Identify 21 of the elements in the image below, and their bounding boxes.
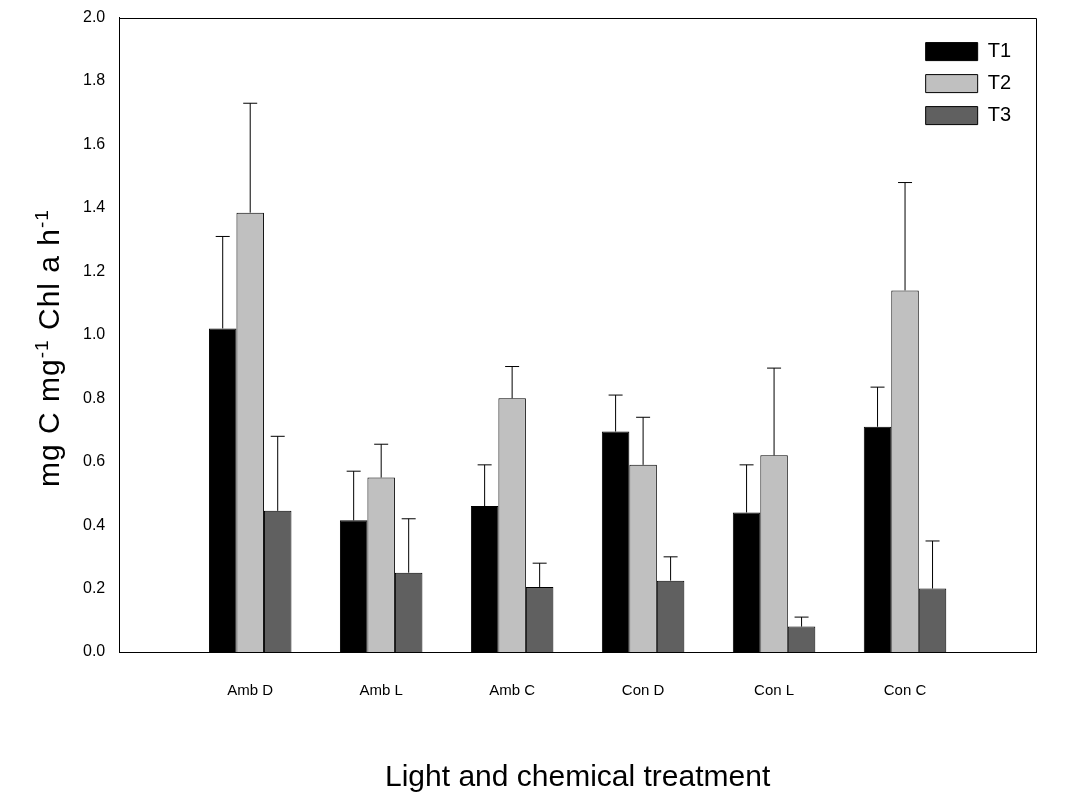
y-tick-label: 0.6 <box>82 452 106 470</box>
x-tick-label: Con D <box>621 681 665 699</box>
x-tick-label: Con L <box>754 681 795 699</box>
y-tick-label: 0.0 <box>82 642 106 660</box>
y-tick-label: 0.2 <box>82 578 106 596</box>
legend-label: T1 <box>987 39 1011 62</box>
legend-label: T3 <box>987 103 1011 126</box>
y-tick-label: 0.8 <box>82 388 106 406</box>
x-tick-label: Amb C <box>489 681 536 699</box>
y-tick-label: 1.0 <box>82 325 106 343</box>
y-tick-label: 1.4 <box>82 198 106 216</box>
x-tick-label: Amb D <box>227 681 274 699</box>
x-axis-title: Light and chemical treatment <box>385 759 771 793</box>
x-tick-label: Amb L <box>359 681 403 699</box>
y-tick-label: 0.4 <box>82 515 106 533</box>
y-tick-label: 1.2 <box>82 261 106 279</box>
y-tick-label: 2.0 <box>82 8 106 26</box>
legend-label: T2 <box>987 71 1011 94</box>
x-tick-label: Con C <box>883 681 927 699</box>
y-tick-label: 1.8 <box>82 71 106 89</box>
y-tick-label: 1.6 <box>82 134 106 152</box>
